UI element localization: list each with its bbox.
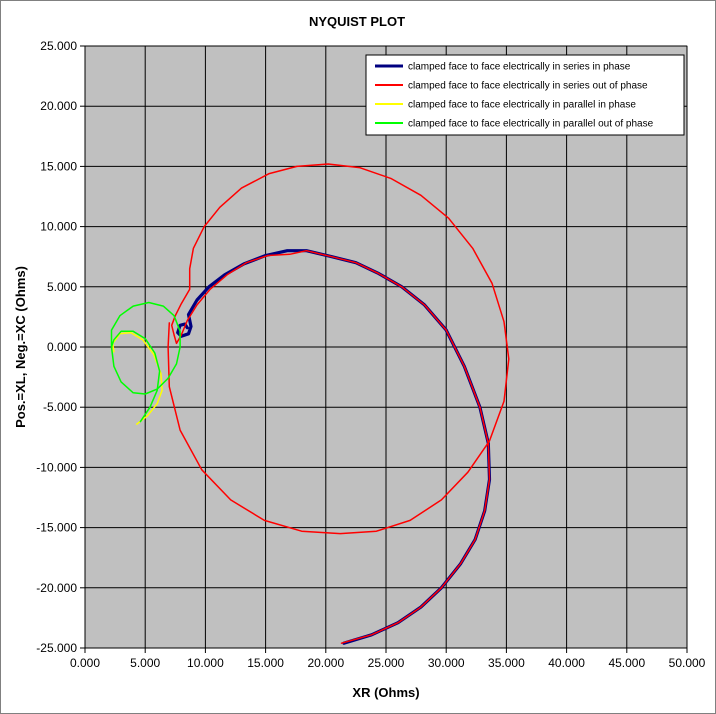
- y-tick-label-1: -20.000: [36, 581, 77, 595]
- x-tick-label-1: 5.000: [130, 656, 160, 670]
- x-tick-label-5: 25.000: [368, 656, 405, 670]
- x-axis-label: XR (Ohms): [352, 685, 419, 700]
- series-line-3: [110, 301, 181, 423]
- x-tick-label-4: 20.000: [307, 656, 344, 670]
- y-axis-label: Pos.=XL, Neg.=XC (Ohms): [13, 266, 28, 428]
- y-tick-label-8: 15.000: [40, 159, 77, 173]
- y-tick-label-2: -15.000: [36, 521, 77, 535]
- x-tick-label-7: 35.000: [488, 656, 525, 670]
- series-line-1: [167, 163, 510, 644]
- legend-label-0: clamped face to face electrically in ser…: [408, 62, 631, 73]
- x-tick-label-2: 10.000: [187, 656, 224, 670]
- x-tick-label-0: 0.000: [70, 656, 100, 670]
- legend-label-3: clamped face to face electrically in par…: [408, 119, 654, 130]
- legend-label-2: clamped face to face electrically in par…: [408, 100, 636, 111]
- y-tick-label-7: 10.000: [40, 220, 77, 234]
- y-tick-label-0: -25.000: [36, 641, 77, 655]
- y-tick-label-6: 5.000: [47, 280, 77, 294]
- y-tick-label-9: 20.000: [40, 99, 77, 113]
- x-tick-label-3: 15.000: [247, 656, 284, 670]
- legend-box: [365, 54, 685, 136]
- legend: clamped face to face electrically in ser…: [365, 54, 685, 136]
- x-tick-label-9: 45.000: [608, 656, 645, 670]
- x-axis-ticks: 0.000 5.000 10.000 15.000 20.000 25.000 30.000…: [70, 648, 706, 670]
- series-line-2: [111, 331, 163, 425]
- legend-label-1: clamped face to face electrically in ser…: [408, 81, 648, 92]
- x-tick-label-10: 50.000: [669, 656, 706, 670]
- gridlines: [84, 45, 688, 649]
- y-tick-label-4: -5.000: [43, 400, 77, 414]
- y-tick-label-3: -10.000: [36, 460, 77, 474]
- y-tick-label-10: 25.000: [40, 39, 77, 53]
- y-tick-label-5: 0.000: [47, 340, 77, 354]
- x-tick-label-6: 30.000: [428, 656, 465, 670]
- y-axis-ticks: -25.000 -20.000 -15.000 -10.000 -5.000 0.000 5…: [36, 39, 85, 655]
- series-layer: [110, 163, 510, 645]
- chart-title: NYQUIST PLOT: [309, 14, 405, 29]
- x-tick-label-8: 40.000: [548, 656, 585, 670]
